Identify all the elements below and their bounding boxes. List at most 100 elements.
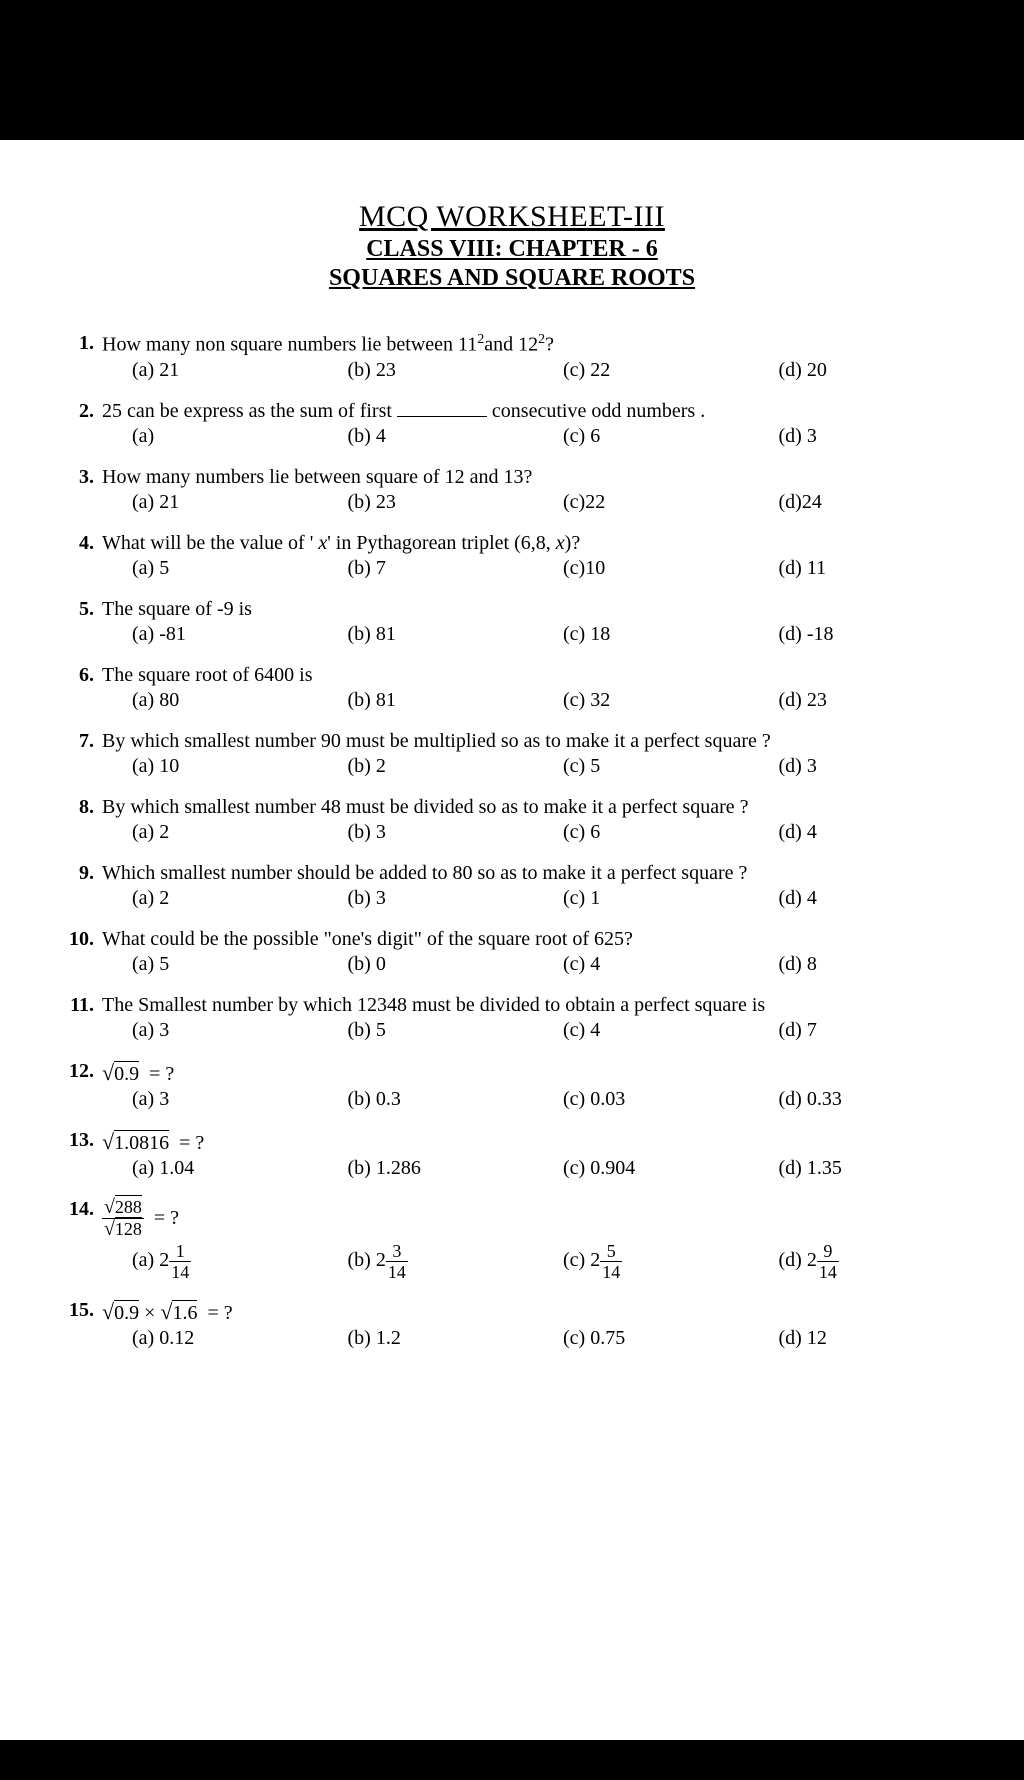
option: (d) 3 xyxy=(749,425,965,448)
options-row: (a) 1.04(b) 1.286(c) 0.904(d) 1.35 xyxy=(102,1157,964,1180)
question-number: 9. xyxy=(60,862,102,910)
option: (c) 18 xyxy=(533,623,749,646)
option: (d) 1.35 xyxy=(749,1157,965,1180)
option: (c)22 xyxy=(533,491,749,514)
question-body: Which smallest number should be added to… xyxy=(102,862,964,910)
question: 11.The Smallest number by which 12348 mu… xyxy=(60,994,964,1042)
options-row: (a) 21(b) 23(c) 22(d) 20 xyxy=(102,359,964,382)
option: (a) 2 xyxy=(102,887,318,910)
option: (a) 3 xyxy=(102,1088,318,1111)
option: (c) 4 xyxy=(533,953,749,976)
options-row: (a) 21(b) 23(c)22(d)24 xyxy=(102,491,964,514)
option: (a) 80 xyxy=(102,689,318,712)
option: (b) 3 xyxy=(318,821,534,844)
option: (c) 4 xyxy=(533,1019,749,1042)
question-text: The square root of 6400 is xyxy=(102,664,964,687)
option: (c) 6 xyxy=(533,425,749,448)
option: (c) 22 xyxy=(533,359,749,382)
question-number: 7. xyxy=(60,730,102,778)
question: 5.The square of -9 is(a) -81(b) 81(c) 18… xyxy=(60,598,964,646)
option: (b) 23 xyxy=(318,491,534,514)
question-text: √288√128 = ? xyxy=(102,1198,964,1241)
options-row: (a) 5(b) 7(c)10(d) 11 xyxy=(102,557,964,580)
question-text: The Smallest number by which 12348 must … xyxy=(102,994,964,1017)
question-text: Which smallest number should be added to… xyxy=(102,862,964,885)
option: (a) 5 xyxy=(102,557,318,580)
option: (c) 0.904 xyxy=(533,1157,749,1180)
top-black-bar xyxy=(0,0,1024,60)
question: 13.√1.0816 = ?(a) 1.04(b) 1.286(c) 0.904… xyxy=(60,1129,964,1180)
options-row: (a) 5(b) 0(c) 4(d) 8 xyxy=(102,953,964,976)
question-number: 13. xyxy=(60,1129,102,1180)
option: (a) 21 xyxy=(102,491,318,514)
question: 8.By which smallest number 48 must be di… xyxy=(60,796,964,844)
question-body: √288√128 = ?(a) 2114(b) 2314(c) 2514(d) … xyxy=(102,1198,964,1282)
question: 1.How many non square numbers lie betwee… xyxy=(60,332,964,382)
option: (b) 5 xyxy=(318,1019,534,1042)
option: (b) 7 xyxy=(318,557,534,580)
title-topic: SQUARES AND SQUARE ROOTS xyxy=(60,265,964,292)
options-row: (a)(b) 4(c) 6(d) 3 xyxy=(102,425,964,448)
question-number: 1. xyxy=(60,332,102,382)
option: (b) 1.2 xyxy=(318,1327,534,1350)
option: (d) 2914 xyxy=(749,1242,965,1281)
option: (a) 10 xyxy=(102,755,318,778)
option: (b) 2 xyxy=(318,755,534,778)
option: (c) 32 xyxy=(533,689,749,712)
option: (d) 8 xyxy=(749,953,965,976)
options-row: (a) 3(b) 5(c) 4(d) 7 xyxy=(102,1019,964,1042)
option: (a) 0.12 xyxy=(102,1327,318,1350)
question-body: What will be the value of ' x' in Pythag… xyxy=(102,532,964,580)
option: (a) 2114 xyxy=(102,1242,318,1281)
options-row: (a) 2(b) 3(c) 6(d) 4 xyxy=(102,821,964,844)
question: 6.The square root of 6400 is(a) 80(b) 81… xyxy=(60,664,964,712)
question-text: How many non square numbers lie between … xyxy=(102,332,964,357)
option: (a) 21 xyxy=(102,359,318,382)
option: (d) 11 xyxy=(749,557,965,580)
options-row: (a) 0.12(b) 1.2(c) 0.75(d) 12 xyxy=(102,1327,964,1350)
option: (a) 3 xyxy=(102,1019,318,1042)
question-text: The square of -9 is xyxy=(102,598,964,621)
option: (c) 1 xyxy=(533,887,749,910)
question-number: 5. xyxy=(60,598,102,646)
question-body: By which smallest number 48 must be divi… xyxy=(102,796,964,844)
question-text: √0.9 = ? xyxy=(102,1060,964,1086)
question-body: √0.9 = ?(a) 3(b) 0.3(c) 0.03(d) 0.33 xyxy=(102,1060,964,1111)
question: 2.25 can be express as the sum of first … xyxy=(60,400,964,448)
option: (b) 0.3 xyxy=(318,1088,534,1111)
question-body: The square of -9 is(a) -81(b) 81(c) 18(d… xyxy=(102,598,964,646)
option: (b) 81 xyxy=(318,689,534,712)
question: 15.√0.9 × √1.6 = ?(a) 0.12(b) 1.2(c) 0.7… xyxy=(60,1299,964,1350)
option: (a) xyxy=(102,425,318,448)
question-body: 25 can be express as the sum of first co… xyxy=(102,400,964,448)
question-number: 14. xyxy=(60,1198,102,1282)
question-body: √1.0816 = ?(a) 1.04(b) 1.286(c) 0.904(d)… xyxy=(102,1129,964,1180)
question-number: 6. xyxy=(60,664,102,712)
option: (d) 4 xyxy=(749,887,965,910)
options-row: (a) 2(b) 3(c) 1(d) 4 xyxy=(102,887,964,910)
question-text: √1.0816 = ? xyxy=(102,1129,964,1155)
option: (d) 12 xyxy=(749,1327,965,1350)
question-number: 15. xyxy=(60,1299,102,1350)
option: (d) 23 xyxy=(749,689,965,712)
option: (d)24 xyxy=(749,491,965,514)
option: (a) 1.04 xyxy=(102,1157,318,1180)
option: (c) 2514 xyxy=(533,1242,749,1281)
question-text: By which smallest number 48 must be divi… xyxy=(102,796,964,819)
option: (c) 6 xyxy=(533,821,749,844)
option: (d) 20 xyxy=(749,359,965,382)
option: (b) 3 xyxy=(318,887,534,910)
option: (b) 4 xyxy=(318,425,534,448)
question-text: How many numbers lie between square of 1… xyxy=(102,466,964,489)
question-body: The square root of 6400 is(a) 80(b) 81(c… xyxy=(102,664,964,712)
question-number: 3. xyxy=(60,466,102,514)
option: (a) 5 xyxy=(102,953,318,976)
question-body: The Smallest number by which 12348 must … xyxy=(102,994,964,1042)
options-row: (a) 3(b) 0.3(c) 0.03(d) 0.33 xyxy=(102,1088,964,1111)
question-text: √0.9 × √1.6 = ? xyxy=(102,1299,964,1325)
option: (b) 23 xyxy=(318,359,534,382)
question-number: 10. xyxy=(60,928,102,976)
option: (d) -18 xyxy=(749,623,965,646)
option: (b) 1.286 xyxy=(318,1157,534,1180)
option: (b) 81 xyxy=(318,623,534,646)
